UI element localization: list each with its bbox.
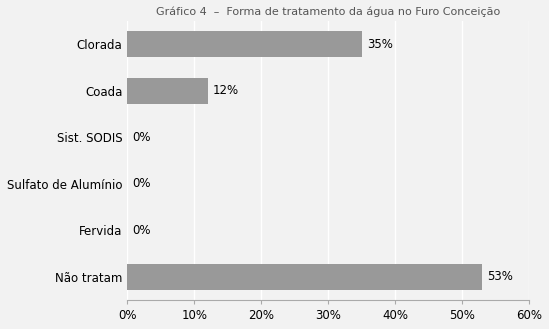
Text: 0%: 0% bbox=[133, 224, 151, 237]
Text: 0%: 0% bbox=[133, 177, 151, 190]
Text: 53%: 53% bbox=[488, 270, 513, 283]
Bar bbox=[127, 264, 482, 290]
Text: 0%: 0% bbox=[133, 131, 151, 144]
Title: Gráfico 4  –  Forma de tratamento da água no Furo Conceição: Gráfico 4 – Forma de tratamento da água … bbox=[156, 7, 500, 17]
Text: 35%: 35% bbox=[367, 38, 393, 51]
Text: 12%: 12% bbox=[213, 84, 239, 97]
Bar bbox=[127, 32, 362, 57]
Bar bbox=[127, 78, 208, 104]
